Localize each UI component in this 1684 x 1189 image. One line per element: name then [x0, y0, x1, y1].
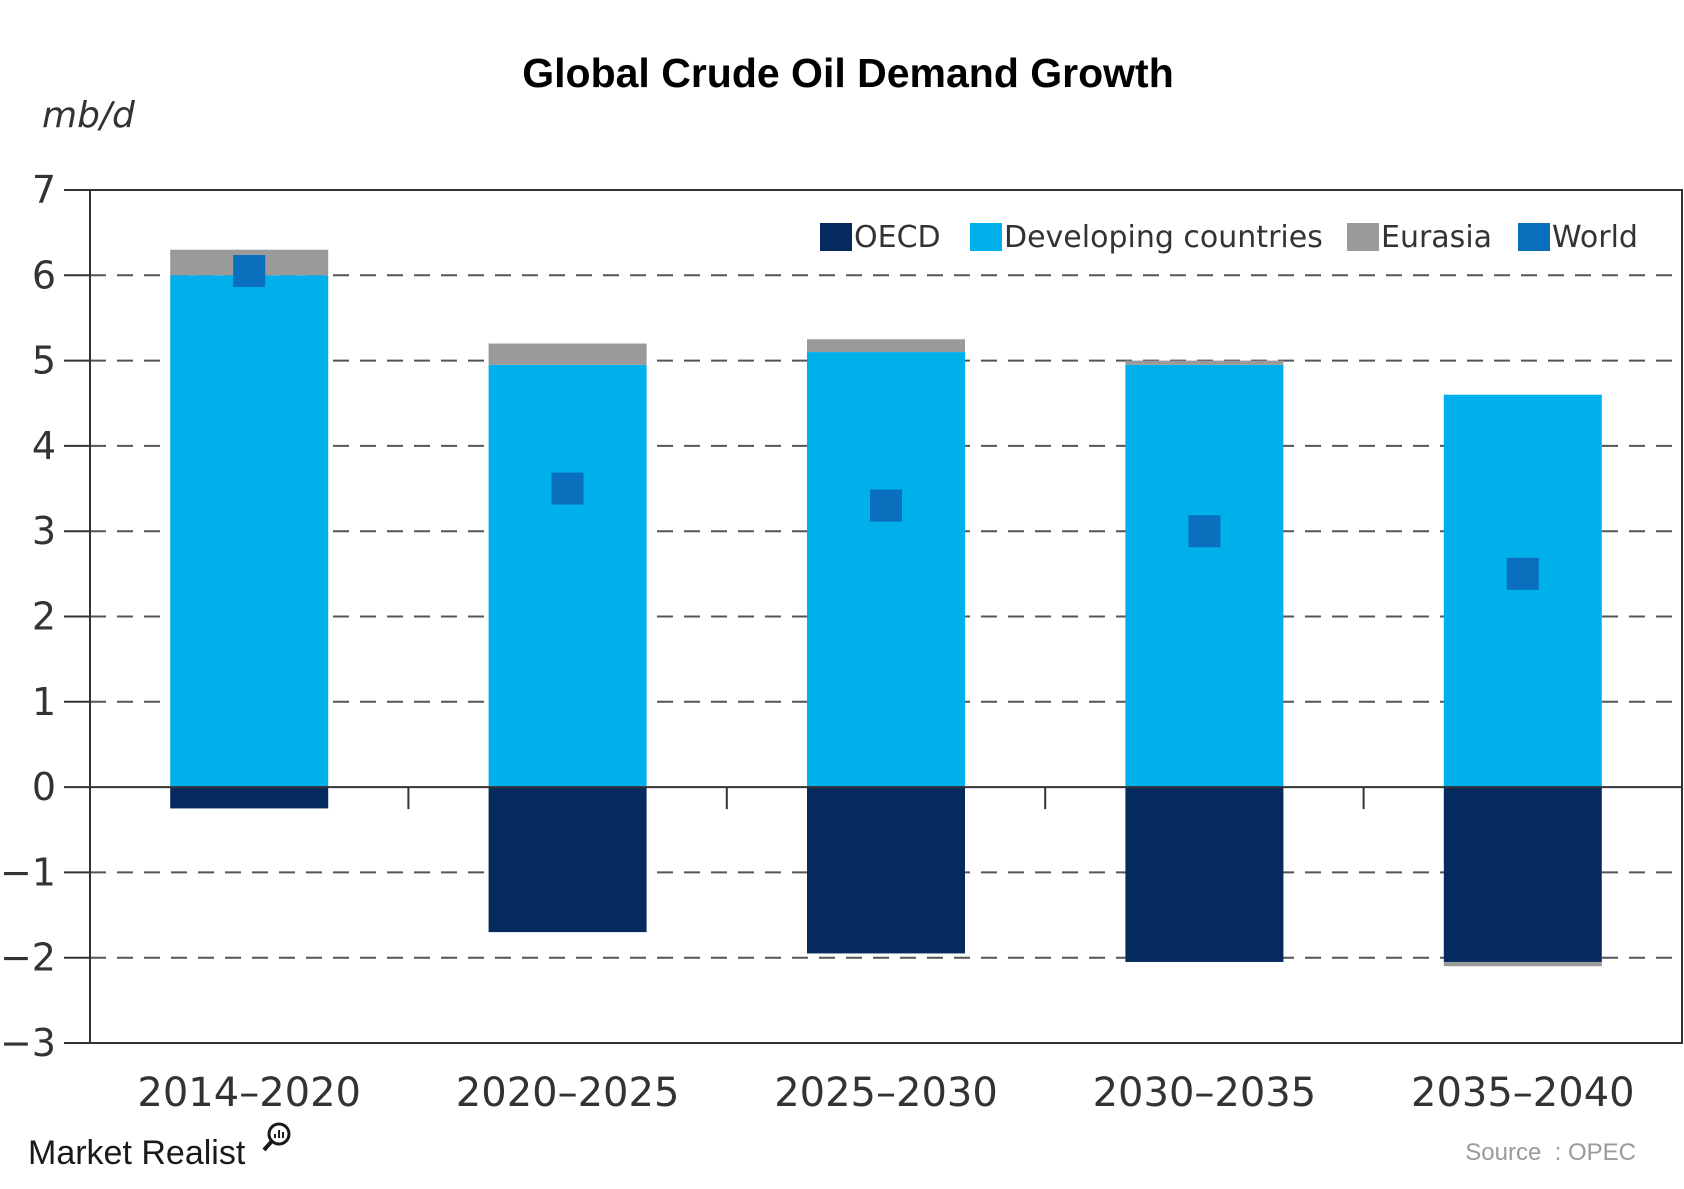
plot-frame [89, 189, 1683, 1044]
bar-oecd [807, 787, 965, 954]
world-marker [870, 489, 902, 522]
bar-oecd [170, 787, 329, 809]
y-tick-label: 7 [32, 168, 56, 212]
y-tick-label: 0 [32, 765, 56, 809]
world-marker [1188, 515, 1221, 548]
x-tick-label: 2035–2040 [1411, 1070, 1635, 1116]
bar-developing-countries [1125, 364, 1284, 788]
x-tick-label: 2025–2030 [774, 1070, 998, 1116]
y-tick-labels: 7 6 5 4 3 2 1 0 −1 −2 −3 [0, 168, 56, 1065]
axes [64, 189, 1683, 1044]
brand-logo: Market Realist [28, 1122, 291, 1172]
legend-label: Developing countries [1004, 220, 1323, 255]
x-tick-labels: 2014–2020 2020–2025 2025–2030 2030–2035 2035… [137, 1070, 1634, 1116]
y-tick-label: −3 [0, 1021, 56, 1065]
magnifier-chart-icon [262, 1122, 291, 1152]
legend: OECD Developing countries Eurasia World [820, 220, 1638, 255]
y-tick-label: −2 [0, 936, 56, 980]
source-note: Source : OPEC [1465, 1139, 1636, 1166]
legend-swatch [1518, 223, 1550, 251]
y-tick-label: 5 [32, 339, 56, 383]
world-marker [1506, 557, 1539, 590]
bar-eurasia [1443, 961, 1602, 967]
bars [170, 249, 1602, 967]
bar-eurasia [807, 339, 965, 353]
legend-label: World [1552, 220, 1638, 255]
legend-swatch [970, 223, 1002, 251]
legend-swatch [820, 223, 852, 251]
brand-name: Market Realist [28, 1134, 246, 1172]
bar-oecd [1125, 787, 1284, 962]
y-tick-label: −1 [0, 850, 56, 894]
world-marker [233, 255, 266, 288]
bar-eurasia [1125, 360, 1284, 365]
y-tick-label: 6 [32, 253, 56, 297]
x-tick-label: 2020–2025 [456, 1070, 680, 1116]
bar-developing-countries [170, 275, 329, 788]
legend-label: OECD [854, 220, 941, 255]
bar-oecd [1443, 787, 1602, 962]
bar-eurasia [488, 343, 647, 365]
y-axis-unit-label: mb/d [42, 95, 136, 136]
bar-developing-countries [807, 352, 965, 788]
y-tick-label: 4 [32, 424, 56, 468]
legend-swatch [1347, 223, 1379, 251]
world-markers [233, 255, 1539, 590]
world-marker [551, 472, 584, 505]
x-tick-label: 2014–2020 [137, 1070, 361, 1116]
y-tick-label: 2 [32, 595, 56, 639]
bar-developing-countries [488, 364, 647, 788]
x-tick-label: 2030–2035 [1093, 1070, 1317, 1116]
bar-oecd [488, 787, 647, 933]
y-tick-label: 1 [32, 680, 56, 724]
chart-title: Global Crude Oil Demand Growth [522, 50, 1174, 96]
bar-developing-countries [1443, 394, 1602, 788]
y-tick-label: 3 [32, 509, 56, 553]
legend-label: Eurasia [1381, 220, 1492, 255]
